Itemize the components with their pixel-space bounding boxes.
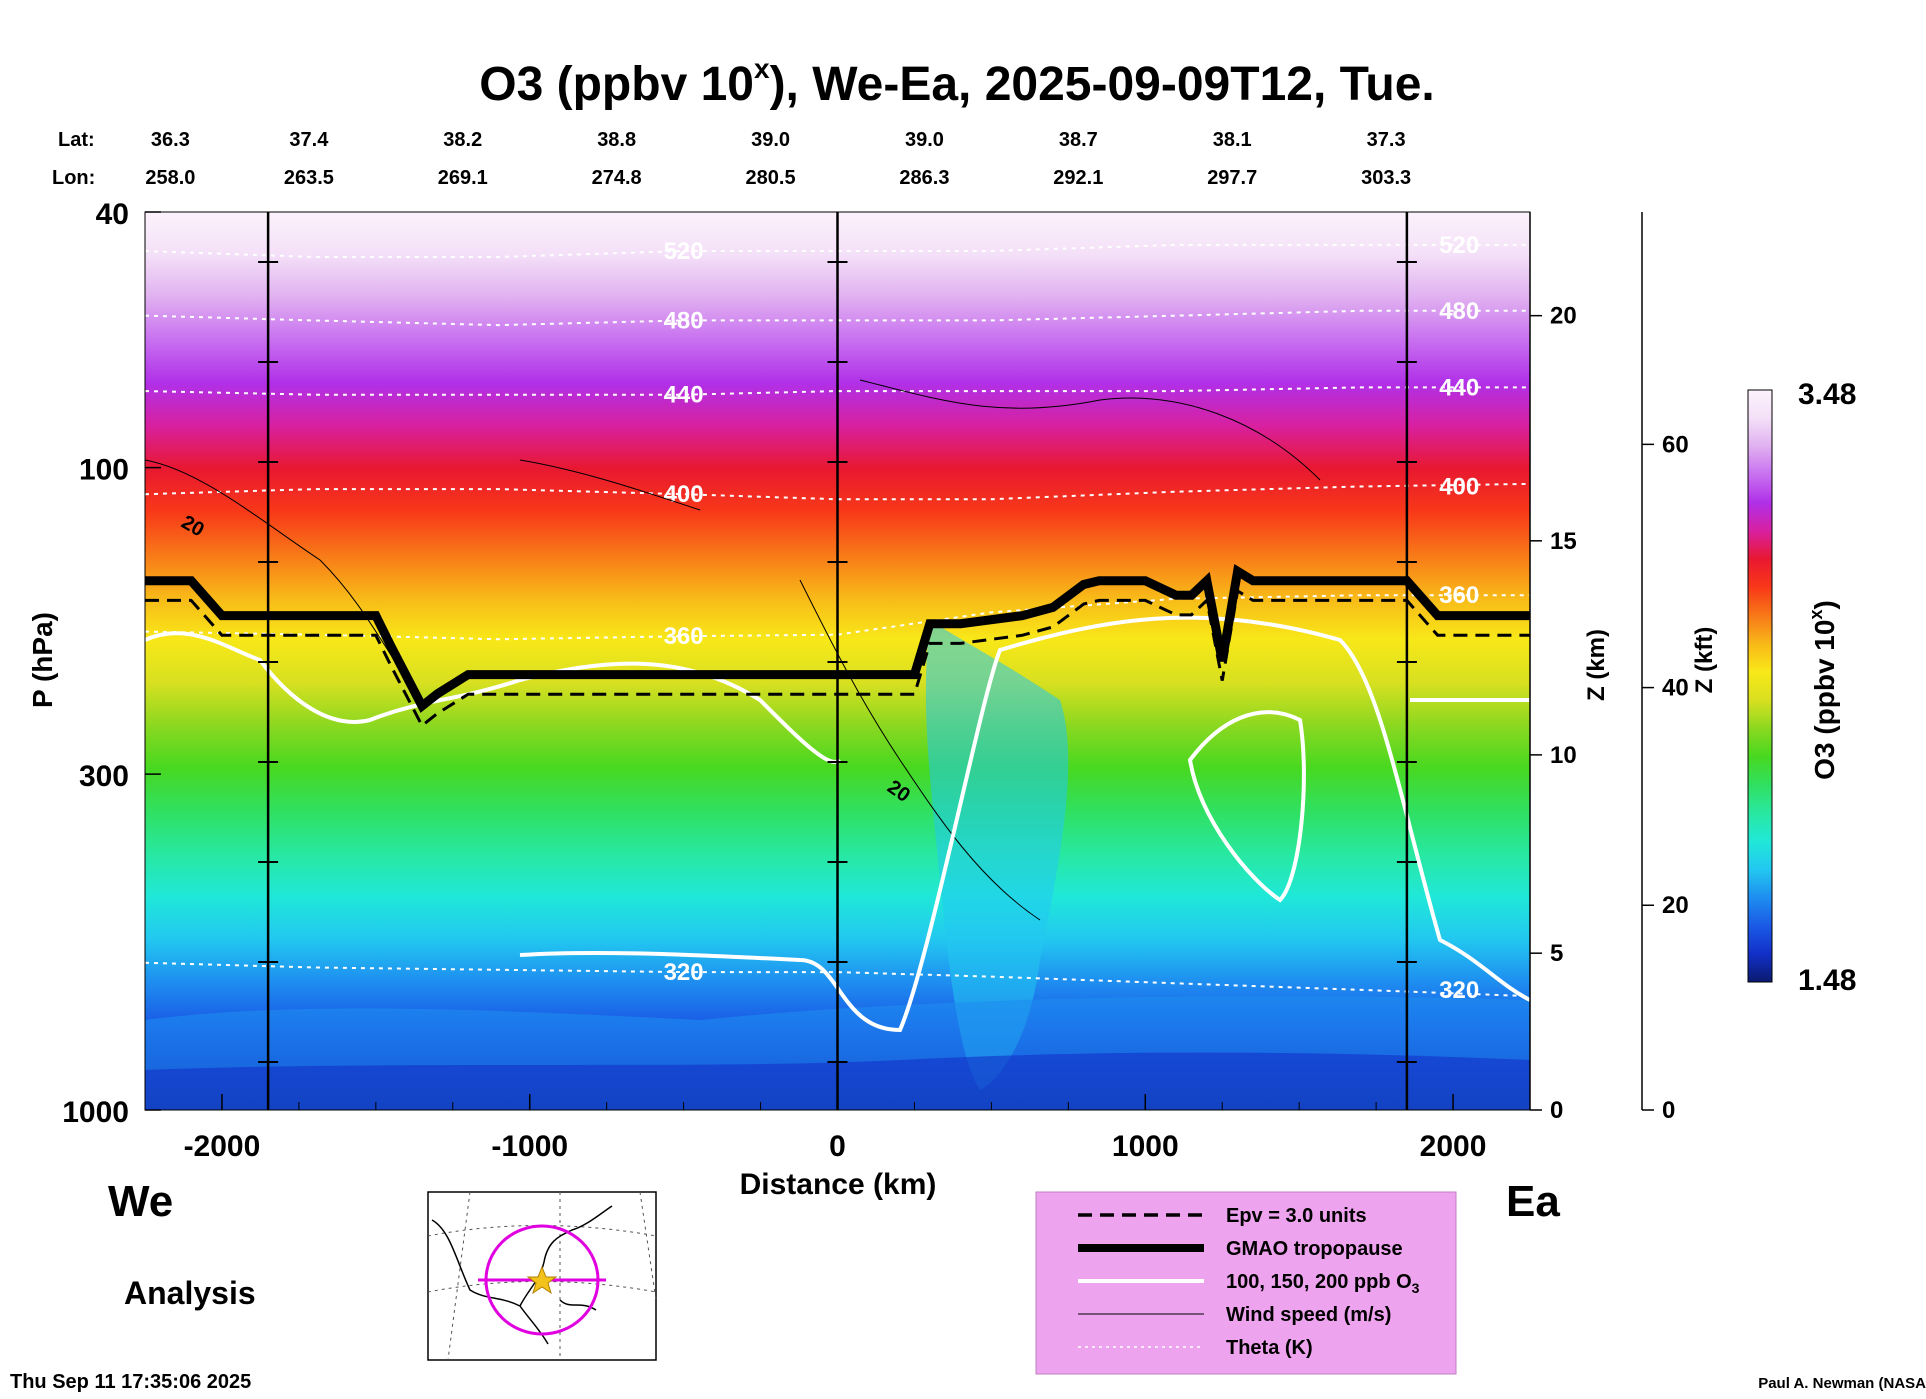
y-tick-label: 40 <box>96 198 129 231</box>
theta-contour-label: 520 <box>1439 232 1479 259</box>
x-axis: -2000 -1000 0 1000 2000 <box>184 1094 1487 1163</box>
colorbar <box>1747 389 1773 983</box>
theta-contour-label: 320 <box>1439 977 1479 1004</box>
legend-entry-label: Theta (K) <box>1226 1337 1313 1359</box>
analysis-label: Analysis <box>124 1275 256 1311</box>
lon-value: 292.1 <box>1053 167 1103 189</box>
y-tick-label: 300 <box>79 760 129 793</box>
inset-map-center-star <box>526 1265 558 1295</box>
lat-value: 37.4 <box>289 129 329 151</box>
theta-contour-label: 480 <box>1439 298 1479 325</box>
z-km-tick-label: 15 <box>1550 528 1577 555</box>
x-axis-label: Distance (km) <box>740 1168 937 1201</box>
epv-dashed-line <box>145 588 1530 728</box>
theta-contour <box>145 961 1530 998</box>
z-km-axis-label: Z (km) <box>1583 629 1610 701</box>
inset-map <box>427 1191 657 1361</box>
colorbar-label: O3 (ppbv 10x) <box>1806 600 1840 780</box>
timestamp: Thu Sep 11 17:35:06 2025 <box>10 1371 251 1393</box>
z-kft-axis: 0 20 40 60 <box>1641 212 1689 1124</box>
credit: Paul A. Newman (NASA <box>1758 1375 1926 1392</box>
lon-row-label: Lon: <box>52 167 95 189</box>
west-label: We <box>108 1177 173 1226</box>
theta-contour-label: 440 <box>1439 374 1479 401</box>
x-tick-label: -2000 <box>184 1130 261 1163</box>
x-tick-label: -1000 <box>491 1130 568 1163</box>
o3-contour <box>145 631 842 764</box>
lat-value: 36.3 <box>151 129 190 151</box>
z-kft-tick-label: 0 <box>1662 1097 1675 1124</box>
wind-contour <box>519 459 701 511</box>
wind-speed-contours <box>145 379 1321 921</box>
legend-entry-label: 100, 150, 200 ppb O3 <box>1226 1271 1420 1296</box>
wind-contour <box>799 579 1041 921</box>
o3-contour <box>519 615 1530 1033</box>
legend-entry-label: Wind speed (m/s) <box>1226 1304 1391 1326</box>
lon-value: 286.3 <box>899 167 949 189</box>
lat-lon-tick-labels: 36.3 37.4 38.2 38.8 39.0 39.0 38.7 38.1 37.3 258.… <box>145 129 1411 189</box>
o3-ppb-contours <box>145 615 1530 1033</box>
theta-contour-label: 400 <box>664 481 704 508</box>
theta-contour <box>145 386 1530 396</box>
graticule-line <box>447 1191 471 1361</box>
legend-entry-label: Epv = 3.0 units <box>1226 1205 1367 1227</box>
lon-value: 269.1 <box>438 167 488 189</box>
lon-value: 263.5 <box>284 167 334 189</box>
x-tick-label: 0 <box>829 1130 846 1163</box>
z-kft-axis-label: Z (kft) <box>1691 627 1718 694</box>
lat-value: 38.1 <box>1213 129 1252 151</box>
x-tick-label: 2000 <box>1420 1130 1487 1163</box>
z-kft-tick-label: 60 <box>1662 431 1689 458</box>
legend: Epv = 3.0 units GMAO tropopause 100, 150, … <box>1078 1205 1420 1359</box>
theta-contours: 320 320 360 360 400 400 440 440 480 480 520 520 <box>145 232 1530 1004</box>
theta-contour-label: 320 <box>664 959 704 986</box>
y-axis-label: P (hPa) <box>27 612 58 708</box>
theta-contour <box>145 482 1530 501</box>
y-tick-label: 100 <box>79 454 129 487</box>
theta-contour-label: 400 <box>1439 474 1479 501</box>
lat-value: 38.7 <box>1059 129 1098 151</box>
theta-contour-label: 440 <box>664 382 704 409</box>
z-km-tick-label: 10 <box>1550 742 1577 769</box>
lat-value: 39.0 <box>751 129 790 151</box>
gmao-tropopause-line <box>145 563 1530 713</box>
theta-contour-label: 360 <box>1439 582 1479 609</box>
z-kft-tick-label: 40 <box>1662 675 1689 702</box>
lon-value: 280.5 <box>746 167 796 189</box>
theta-contour <box>145 309 1530 327</box>
theta-contour-label: 360 <box>664 623 704 650</box>
lon-value: 258.0 <box>145 167 195 189</box>
z-km-tick-label: 20 <box>1550 303 1577 330</box>
y-tick-label: 1000 <box>62 1096 129 1129</box>
wind-contour <box>145 459 421 701</box>
theta-contour-label: 520 <box>664 238 704 265</box>
theta-contour-label: 480 <box>664 307 704 334</box>
y-axis: 40 100 300 1000 <box>62 198 161 1129</box>
colorbar-max-label: 3.48 <box>1798 378 1856 411</box>
z-km-tick-label: 0 <box>1550 1097 1563 1124</box>
theta-contour <box>145 243 1530 258</box>
east-label: Ea <box>1506 1177 1560 1226</box>
lat-value: 37.3 <box>1367 129 1406 151</box>
lon-value: 303.3 <box>1361 167 1411 189</box>
o3-contour <box>1187 710 1306 903</box>
legend-entry-label: GMAO tropopause <box>1226 1238 1403 1260</box>
wind-contour <box>859 379 1321 481</box>
z-km-axis: 0 5 10 15 20 <box>1529 212 1577 1124</box>
lon-value: 297.7 <box>1207 167 1257 189</box>
lat-row-label: Lat: <box>58 129 95 151</box>
lat-value: 38.2 <box>443 129 482 151</box>
lat-value: 39.0 <box>905 129 944 151</box>
vertical-marker-lines <box>258 212 1417 1110</box>
x-tick-label: 1000 <box>1112 1130 1179 1163</box>
z-kft-tick-label: 20 <box>1662 892 1689 919</box>
lat-value: 38.8 <box>597 129 636 151</box>
z-km-tick-label: 5 <box>1550 940 1563 967</box>
low-ozone-blob <box>925 620 1069 1090</box>
colorbar-min-label: 1.48 <box>1798 964 1856 997</box>
chart-title: O3 (ppbv 10x), We-Ea, 2025-09-09T12, Tue… <box>479 53 1435 111</box>
lon-value: 274.8 <box>592 167 642 189</box>
